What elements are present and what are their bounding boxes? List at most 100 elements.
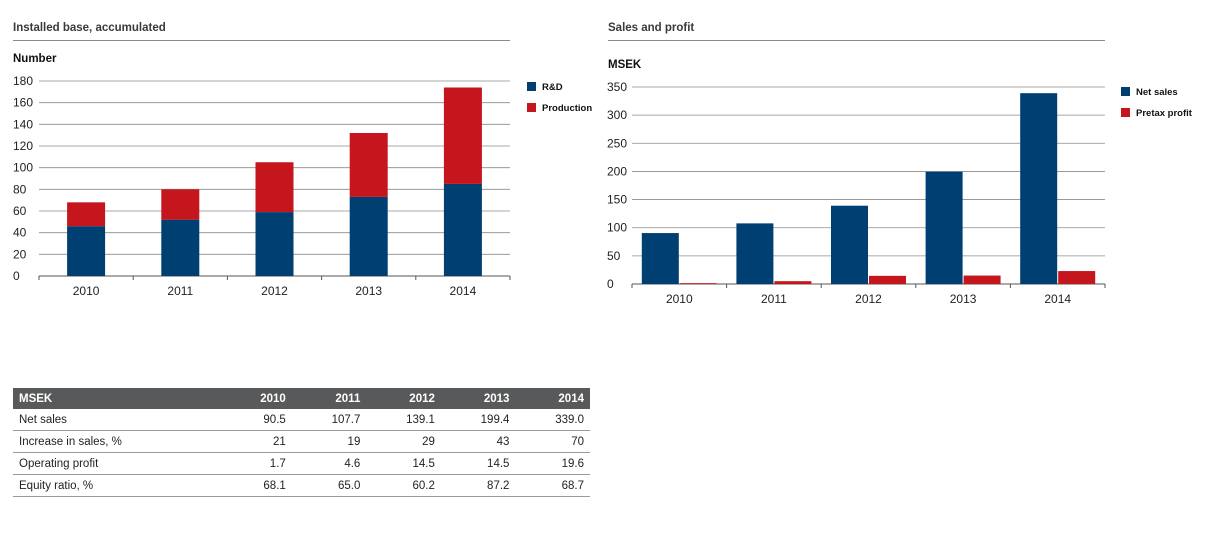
table-header-cell: 2012	[366, 388, 441, 409]
bar-net-sales	[641, 233, 679, 284]
legend-label: Net sales	[1136, 87, 1178, 98]
bar-pretax-profit	[869, 275, 906, 284]
y-tick-label: 80	[13, 182, 27, 196]
bar-net-sales	[1020, 93, 1058, 284]
sales-profit-rule	[608, 40, 1105, 41]
bar-net-sales	[831, 205, 868, 284]
y-tick-label: 300	[607, 108, 627, 122]
table-cell: 87.2	[440, 474, 516, 497]
table-cell: 19	[291, 430, 367, 453]
legend-label: Pretax profit	[1136, 108, 1193, 119]
y-tick-label: 350	[607, 80, 627, 94]
table-header-cell: 2010	[223, 388, 292, 409]
y-tick-label: 100	[13, 161, 33, 175]
legend-swatch	[1121, 108, 1130, 117]
table-cell: 19.6	[515, 452, 590, 475]
table-cell: 43	[440, 430, 516, 453]
table-header-cell: MSEK	[13, 388, 224, 409]
y-tick-label: 0	[13, 269, 20, 283]
x-tick-label: 2013	[950, 292, 977, 306]
bar-production	[349, 133, 388, 197]
table-row: Equity ratio, % 68.1 65.0 60.2 87.2 68.7	[13, 474, 590, 497]
table-cell: 90.5	[223, 409, 292, 431]
table-cell: 60.2	[366, 474, 441, 497]
bar-r-d	[255, 212, 294, 276]
legend-swatch	[527, 103, 536, 112]
x-tick-label: 2013	[355, 284, 382, 298]
x-tick-label: 2014	[1044, 292, 1071, 306]
table-cell: 70	[515, 430, 590, 453]
legend-label: Production	[542, 103, 592, 114]
x-tick-label: 2011	[167, 284, 193, 298]
table-cell: Net sales	[13, 409, 224, 431]
sales-profit-chart: 0 50 100 150 200 250 300 350 2010 2011 2012 2013 201…	[607, 80, 1193, 306]
table-cell: 14.5	[440, 452, 516, 475]
bar-r-d	[443, 183, 482, 276]
y-tick-label: 50	[607, 249, 621, 263]
table-cell: 1.7	[223, 452, 292, 475]
x-tick-label: 2010	[73, 284, 100, 298]
table-header-row: MSEK 2010 2011 2012 2013 2014	[13, 388, 590, 409]
table-cell: 21	[223, 430, 292, 453]
table-row: Net sales 90.5 107.7 139.1 199.4 339.0	[13, 409, 590, 431]
table-cell: 68.7	[515, 474, 590, 497]
bar-pretax-profit	[1058, 271, 1096, 284]
bar-r-d	[349, 196, 388, 276]
table-cell: 65.0	[291, 474, 367, 497]
y-tick-label: 40	[13, 226, 27, 240]
table-cell: 139.1	[366, 409, 441, 431]
bar-r-d	[67, 226, 106, 276]
installed-base-rule	[13, 40, 510, 41]
table-cell: Equity ratio, %	[13, 474, 224, 497]
table-cell: 14.5	[366, 452, 441, 475]
table-cell: 339.0	[515, 409, 590, 431]
y-tick-label: 250	[607, 136, 627, 150]
table-row: Operating profit 1.7 4.6 14.5 14.5 19.6	[13, 452, 590, 475]
bar-production	[161, 189, 200, 220]
table-cell: Operating profit	[13, 452, 224, 475]
y-tick-label: 200	[607, 164, 627, 178]
bar-production	[443, 87, 482, 184]
installed-base-chart: 0 20 40 60 80 100 120 140 160 180 2010 2011 2012 2013…	[13, 74, 592, 298]
bar-net-sales	[736, 223, 774, 284]
bar-production	[67, 202, 106, 227]
y-tick-label: 20	[13, 247, 27, 261]
bar-pretax-profit	[774, 281, 812, 284]
table-cell: 68.1	[223, 474, 292, 497]
installed-base-title: Installed base, accumulated	[13, 22, 166, 34]
x-tick-label: 2012	[261, 284, 288, 298]
y-tick-label: 140	[13, 117, 33, 131]
table-cell: 107.7	[291, 409, 367, 431]
bar-pretax-profit	[963, 275, 1001, 284]
y-tick-label: 120	[13, 139, 33, 153]
y-tick-label: 100	[607, 221, 627, 235]
table-cell: 29	[366, 430, 441, 453]
bar-r-d	[161, 219, 200, 276]
table-cell: 199.4	[440, 409, 516, 431]
x-tick-label: 2011	[761, 292, 787, 306]
x-tick-label: 2014	[450, 284, 477, 298]
sales-profit-unit: MSEK	[608, 59, 642, 71]
y-tick-label: 150	[607, 193, 627, 207]
sales-profit-title: Sales and profit	[608, 22, 695, 34]
y-tick-label: 60	[13, 204, 27, 218]
bar-pretax-profit	[679, 283, 717, 284]
bar-net-sales	[925, 171, 963, 284]
legend-swatch	[1121, 87, 1130, 96]
bar-production	[255, 162, 294, 213]
y-tick-label: 0	[607, 277, 614, 291]
table-header-cell: 2011	[291, 388, 367, 409]
y-tick-label: 160	[13, 96, 33, 110]
x-tick-label: 2012	[855, 292, 882, 306]
x-tick-label: 2010	[666, 292, 693, 306]
table-cell: Increase in sales, %	[13, 430, 224, 453]
y-tick-label: 180	[13, 74, 33, 88]
table-header-cell: 2013	[440, 388, 516, 409]
table-row: Increase in sales, % 21 19 29 43 70	[13, 430, 590, 453]
legend-label: R&D	[542, 82, 563, 93]
table-cell: 4.6	[291, 452, 367, 475]
installed-base-unit: Number	[13, 53, 57, 65]
legend-swatch	[527, 82, 536, 91]
table-header-cell: 2014	[515, 388, 590, 409]
financial-table: MSEK 2010 2011 2012 2013 2014 Net sales …	[13, 388, 590, 497]
